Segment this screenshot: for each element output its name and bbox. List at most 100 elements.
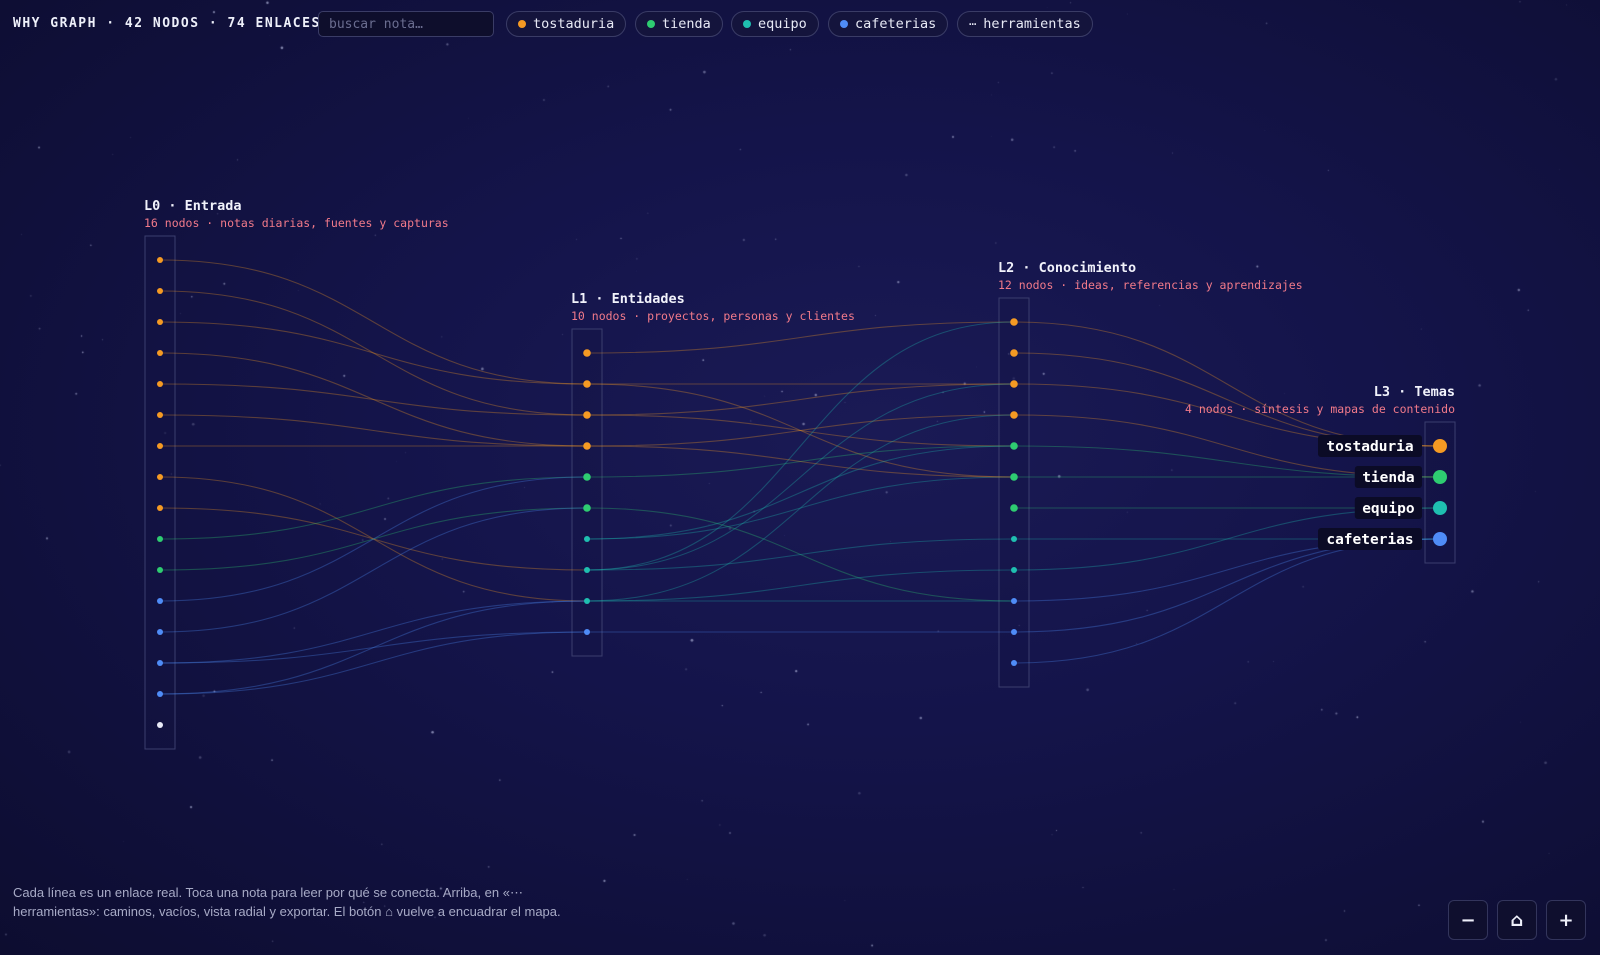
topic-label[interactable]: tienda <box>1362 470 1414 486</box>
graph-node-l2[interactable] <box>1010 380 1018 388</box>
filter-chip-label: cafeterias <box>855 16 937 32</box>
graph-link <box>586 383 1015 478</box>
graph-link <box>159 507 588 571</box>
graph-node-l0[interactable] <box>157 443 163 449</box>
recenter-button[interactable]: ⌂ <box>1497 900 1537 940</box>
graph-node-l0[interactable] <box>157 412 163 418</box>
tools-menu-button[interactable]: ⋯ herramientas <box>957 11 1093 37</box>
graph-link <box>586 445 1015 540</box>
filter-chip-tostaduria[interactable]: tostaduria <box>506 11 627 37</box>
graph-link <box>586 569 1015 602</box>
graph-node-l2[interactable] <box>1010 411 1018 419</box>
plus-icon: + <box>1558 909 1574 931</box>
graph-node-l1[interactable] <box>583 473 591 481</box>
graph-node-l1[interactable] <box>583 349 591 357</box>
column-subtitle-l0: 16 nodos · notas diarias, fuentes y capt… <box>144 216 449 230</box>
column-title-l2: L2 · Conocimiento <box>998 260 1137 276</box>
graph-node-l0[interactable] <box>157 536 163 542</box>
graph-node-l2[interactable] <box>1010 442 1018 450</box>
graph-node-l2[interactable] <box>1010 318 1018 326</box>
graph-node-l0[interactable] <box>157 288 163 294</box>
topic-label[interactable]: cafeterias <box>1326 532 1413 548</box>
column-title-l0: L0 · Entrada <box>144 198 242 214</box>
graph-link <box>159 600 588 664</box>
graph-node-l2[interactable] <box>1011 660 1017 666</box>
graph-link <box>586 414 1015 447</box>
graph-link <box>586 321 1015 354</box>
graph-link <box>586 383 1015 416</box>
graph-link <box>159 476 588 602</box>
search-input[interactable] <box>318 11 494 37</box>
zoom-in-button[interactable]: + <box>1546 900 1586 940</box>
graph-node-l1[interactable] <box>583 380 591 388</box>
topic-node-cafeterias[interactable] <box>1433 532 1447 546</box>
topic-node-equipo[interactable] <box>1433 501 1447 515</box>
filter-chip-cafeterias[interactable]: cafeterias <box>828 11 949 37</box>
minus-icon: − <box>1460 909 1476 931</box>
graph-link <box>159 631 588 664</box>
graph-link <box>159 383 588 416</box>
column-title-l3: L3 · Temas <box>1373 384 1455 400</box>
filter-chip-tienda[interactable]: tienda <box>635 11 723 37</box>
teal-dot-icon <box>743 20 751 28</box>
graph-node-l0[interactable] <box>157 722 163 728</box>
graph-link <box>159 321 588 385</box>
graph-node-l0[interactable] <box>157 691 163 697</box>
graph-node-l2[interactable] <box>1011 567 1017 573</box>
graph-node-l1[interactable] <box>584 598 590 604</box>
graph-node-l0[interactable] <box>157 319 163 325</box>
topic-label[interactable]: equipo <box>1362 501 1415 517</box>
graph-node-l0[interactable] <box>157 474 163 480</box>
graph-node-l1[interactable] <box>583 411 591 419</box>
graph-link <box>586 414 1015 447</box>
green-dot-icon <box>647 20 655 28</box>
column-subtitle-l1: 10 nodos · proyectos, personas y cliente… <box>571 309 855 323</box>
graph-node-l1[interactable] <box>584 536 590 542</box>
graph-node-l0[interactable] <box>157 257 163 263</box>
graph-node-l0[interactable] <box>157 629 163 635</box>
ellipsis-icon: ⋯ <box>969 17 977 31</box>
topic-label-bg <box>1354 466 1422 488</box>
graph-node-l1[interactable] <box>583 442 591 450</box>
topic-node-tostaduria[interactable] <box>1433 439 1447 453</box>
graph-node-l0[interactable] <box>157 567 163 573</box>
graph-node-l2[interactable] <box>1010 473 1018 481</box>
graph-link <box>159 476 588 602</box>
top-bar: WHY GRAPH · 42 NODOS · 74 ENLACES tostad… <box>0 0 1600 48</box>
column-title-l1: L1 · Entidades <box>571 291 685 307</box>
home-icon: ⌂ <box>1510 909 1524 931</box>
graph-link <box>586 445 1015 478</box>
topic-label-bg <box>1318 435 1422 457</box>
graph-node-l0[interactable] <box>157 381 163 387</box>
topic-node-tienda[interactable] <box>1433 470 1447 484</box>
graph-node-l1[interactable] <box>583 504 591 512</box>
graph-node-l2[interactable] <box>1011 598 1017 604</box>
graph-link <box>159 414 588 447</box>
graph-node-l1[interactable] <box>584 629 590 635</box>
column-subtitle-l3: 4 nodos · síntesis y mapas de contenido <box>1184 402 1455 416</box>
graph-node-l2[interactable] <box>1011 629 1017 635</box>
blue-dot-icon <box>840 20 848 28</box>
graph-link <box>159 507 588 633</box>
filter-chip-equipo[interactable]: equipo <box>731 11 819 37</box>
graph-node-l2[interactable] <box>1010 504 1018 512</box>
graph-link <box>586 507 1015 602</box>
graph-node-l0[interactable] <box>157 350 163 356</box>
topic-label[interactable]: tostaduria <box>1326 439 1413 455</box>
graph-node-l2[interactable] <box>1011 536 1017 542</box>
topic-label-bg <box>1318 528 1422 550</box>
graph-link <box>1013 538 1441 664</box>
filter-chip-label: tienda <box>662 16 711 32</box>
graph-link <box>586 321 1015 571</box>
graph-node-l0[interactable] <box>157 660 163 666</box>
graph-node-l1[interactable] <box>584 567 590 573</box>
tools-menu-label: herramientas <box>983 16 1081 32</box>
graph-node-l0[interactable] <box>157 598 163 604</box>
graph-node-l0[interactable] <box>157 505 163 511</box>
zoom-out-button[interactable]: − <box>1448 900 1488 940</box>
graph-link <box>159 352 588 447</box>
graph-node-l2[interactable] <box>1010 349 1018 357</box>
graph-link <box>586 538 1015 571</box>
